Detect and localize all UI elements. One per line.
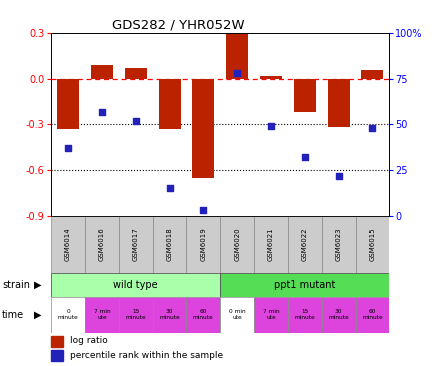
Bar [186, 297, 220, 333]
Text: time: time [2, 310, 24, 320]
Text: 7 min
ute: 7 min ute [93, 309, 110, 321]
Text: 15
minute: 15 minute [295, 309, 315, 321]
Bar [85, 216, 119, 273]
Text: 60
minute: 60 minute [362, 309, 383, 321]
Bar [288, 297, 322, 333]
Bar [220, 216, 254, 273]
Point [335, 173, 342, 179]
Text: GDS282 / YHR052W: GDS282 / YHR052W [112, 19, 245, 32]
Point [369, 125, 376, 131]
Text: GSM6023: GSM6023 [336, 228, 342, 261]
Text: GSM6016: GSM6016 [99, 228, 105, 261]
Bar [85, 297, 119, 333]
Text: ▶: ▶ [34, 310, 41, 320]
Bar [294, 79, 316, 112]
Bar [51, 297, 85, 333]
Point [166, 186, 173, 191]
Text: GSM6015: GSM6015 [369, 228, 376, 261]
Text: 60
minute: 60 minute [193, 309, 214, 321]
Text: GSM6017: GSM6017 [133, 228, 139, 261]
Text: 7 min
ute: 7 min ute [263, 309, 279, 321]
Text: 0
minute: 0 minute [58, 309, 78, 321]
Bar [361, 70, 384, 79]
Bar [125, 68, 147, 79]
Point [267, 123, 275, 129]
Bar [51, 273, 220, 297]
Bar [220, 273, 389, 297]
Text: wild type: wild type [113, 280, 158, 290]
Text: ▶: ▶ [34, 280, 41, 290]
Bar [119, 297, 153, 333]
Bar [322, 216, 356, 273]
Text: strain: strain [2, 280, 30, 290]
Bar [220, 297, 254, 333]
Bar [57, 79, 79, 129]
Bar [153, 216, 186, 273]
Text: GSM6021: GSM6021 [268, 228, 274, 261]
Point [65, 145, 72, 151]
Text: 0 min
ute: 0 min ute [229, 309, 246, 321]
Bar [158, 79, 181, 129]
Bar [226, 34, 248, 79]
Bar [186, 216, 220, 273]
Text: GSM6014: GSM6014 [65, 228, 71, 261]
Bar [288, 216, 322, 273]
Text: GSM6020: GSM6020 [234, 228, 240, 261]
Bar [153, 297, 186, 333]
Text: GSM6018: GSM6018 [166, 228, 173, 261]
Point [234, 70, 241, 76]
Bar [322, 297, 356, 333]
Bar [356, 216, 389, 273]
Bar [51, 350, 63, 361]
Bar [51, 336, 63, 347]
Text: 30
minute: 30 minute [159, 309, 180, 321]
Point [132, 118, 139, 124]
Bar [254, 297, 288, 333]
Text: 15
minute: 15 minute [125, 309, 146, 321]
Bar [91, 65, 113, 79]
Text: log ratio: log ratio [70, 336, 108, 346]
Text: ppt1 mutant: ppt1 mutant [274, 280, 336, 290]
Bar [119, 216, 153, 273]
Text: GSM6022: GSM6022 [302, 228, 308, 261]
Bar [51, 216, 85, 273]
Bar [254, 216, 288, 273]
Point [200, 208, 207, 213]
Bar [328, 79, 350, 127]
Point [301, 154, 308, 160]
Bar [260, 76, 282, 79]
Bar [356, 297, 389, 333]
Text: GSM6019: GSM6019 [200, 228, 206, 261]
Text: 30
minute: 30 minute [328, 309, 349, 321]
Bar [192, 79, 214, 178]
Text: percentile rank within the sample: percentile rank within the sample [70, 351, 223, 360]
Point [98, 109, 105, 115]
